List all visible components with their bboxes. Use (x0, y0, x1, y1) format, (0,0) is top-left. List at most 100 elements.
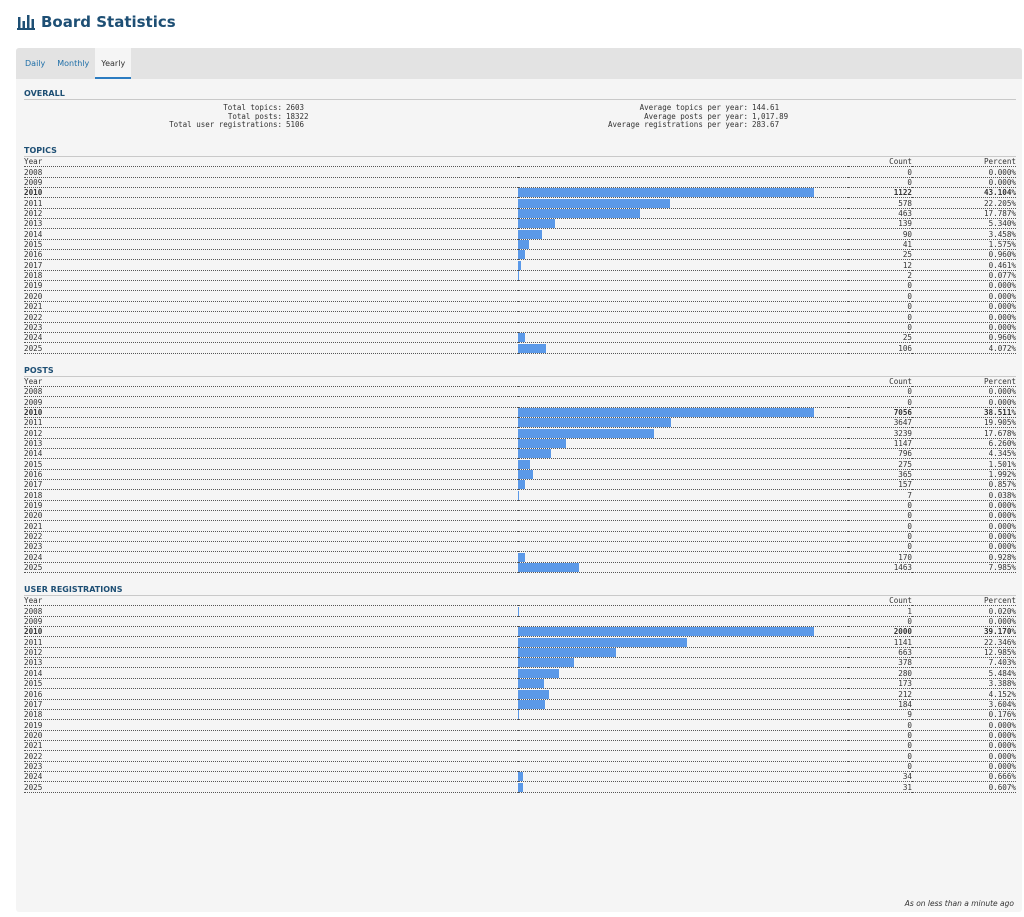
stat-value: 1,017.89 (752, 111, 789, 121)
statistics-panel: Daily Monthly Yearly OVERALL Total topic… (16, 48, 1022, 912)
percent-cell: 0.000% (912, 386, 1016, 398)
percent-bar (518, 438, 567, 448)
count-cell: 0 (848, 761, 912, 772)
table-row: 2010 7056 38.511% (24, 407, 1016, 418)
percent-bar (518, 260, 522, 270)
percent-bar (518, 552, 526, 562)
year-cell: 2017 (24, 479, 518, 491)
count-cell: 0 (848, 500, 912, 512)
year-cell: 2024 (24, 551, 518, 563)
percent-cell: 3.388% (912, 678, 1016, 690)
percent-cell: 4.152% (912, 688, 1016, 700)
stat-value: 5106 (286, 120, 305, 129)
count-cell: 0 (848, 322, 912, 333)
table-row: 2011 578 22.205% (24, 197, 1016, 209)
table-row: 2023 0 0.000% (24, 322, 1016, 333)
percent-cell: 17.678% (912, 427, 1016, 439)
percent-bar (518, 459, 530, 469)
year-cell: 2022 (24, 750, 518, 762)
table-header-row: Year Count Percent (24, 376, 1016, 387)
bar-cell (518, 657, 848, 669)
percent-cell: 0.000% (912, 520, 1016, 532)
table-row: 2021 0 0.000% (24, 520, 1016, 532)
bar-cell (518, 761, 848, 772)
percent-cell: 0.000% (912, 177, 1016, 189)
year-cell: 2009 (24, 177, 518, 189)
percent-bar (518, 240, 529, 250)
year-cell: 2014 (24, 448, 518, 460)
year-cell: 2009 (24, 616, 518, 628)
count-cell: 2000 (848, 626, 912, 638)
bar-cell (518, 469, 848, 480)
percent-cell: 6.260% (912, 438, 1016, 449)
column-header-graph (518, 376, 848, 387)
bar-cell (518, 479, 848, 491)
percent-cell: 0.000% (912, 166, 1016, 178)
count-cell: 365 (848, 469, 912, 480)
year-cell: 2019 (24, 719, 518, 731)
bar-chart-icon (17, 15, 35, 30)
percent-bar (518, 188, 814, 198)
percent-cell: 0.000% (912, 719, 1016, 731)
count-cell: 0 (848, 290, 912, 302)
count-cell: 463 (848, 208, 912, 220)
table-row: 2019 0 0.000% (24, 280, 1016, 292)
table-row: 2011 3647 19.905% (24, 417, 1016, 429)
overall-avg-posts: Average posts per year: 1,017.89 (520, 111, 1016, 122)
table-row: 2020 0 0.000% (24, 510, 1016, 522)
percent-bar (518, 782, 523, 792)
bar-cell (518, 280, 848, 292)
count-cell: 0 (848, 616, 912, 628)
column-header-year: Year (24, 376, 518, 387)
table-row: 2008 0 0.000% (24, 386, 1016, 398)
bar-cell (518, 187, 848, 199)
percent-cell: 7.985% (912, 562, 1016, 574)
percent-cell: 0.960% (912, 332, 1016, 344)
table-row: 2025 106 4.072% (24, 342, 1016, 354)
overall-total-registrations: Total user registrations: 5106 (24, 120, 520, 130)
count-cell: 25 (848, 332, 912, 344)
count-cell: 7 (848, 489, 912, 501)
year-cell: 2016 (24, 249, 518, 261)
tab-monthly[interactable]: Monthly (57, 59, 90, 68)
percent-bar (518, 449, 552, 459)
percent-cell: 22.205% (912, 197, 1016, 209)
count-cell: 0 (848, 541, 912, 553)
page-title: Board Statistics (17, 10, 176, 34)
tab-yearly[interactable]: Yearly (95, 48, 132, 79)
percent-bar (518, 343, 546, 353)
year-cell: 2019 (24, 500, 518, 512)
page-title-text: Board Statistics (41, 13, 176, 31)
count-cell: 1141 (848, 636, 912, 648)
year-cell: 2023 (24, 761, 518, 772)
year-cell: 2009 (24, 396, 518, 408)
bar-cell (518, 688, 848, 700)
percent-cell: 0.000% (912, 301, 1016, 313)
table-row: 2017 157 0.857% (24, 479, 1016, 491)
table-row: 2011 1141 22.346% (24, 636, 1016, 648)
year-cell: 2018 (24, 489, 518, 501)
bar-cell (518, 771, 848, 783)
tab-daily[interactable]: Daily (25, 59, 46, 68)
percent-cell: 12.985% (912, 647, 1016, 659)
percent-bar (518, 772, 524, 782)
overall-heading: OVERALL (24, 88, 1016, 100)
year-cell: 2012 (24, 208, 518, 220)
year-cell: 2014 (24, 667, 518, 679)
percent-cell: 5.484% (912, 667, 1016, 679)
percent-bar (518, 658, 574, 668)
table-row: 2012 663 12.985% (24, 647, 1016, 659)
percent-bar (518, 418, 671, 428)
table-row: 2024 34 0.666% (24, 771, 1016, 783)
year-cell: 2018 (24, 270, 518, 282)
bar-cell (518, 208, 848, 220)
bar-cell (518, 322, 848, 333)
bar-cell (518, 605, 848, 617)
percent-bar (518, 679, 544, 689)
bar-cell (518, 259, 848, 271)
table-row: 2025 31 0.607% (24, 781, 1016, 793)
bar-cell (518, 342, 848, 354)
overall-averages: Average topics per year: 144.61 Average … (520, 103, 1016, 134)
percent-bar (518, 209, 641, 219)
percent-bar (518, 710, 520, 720)
